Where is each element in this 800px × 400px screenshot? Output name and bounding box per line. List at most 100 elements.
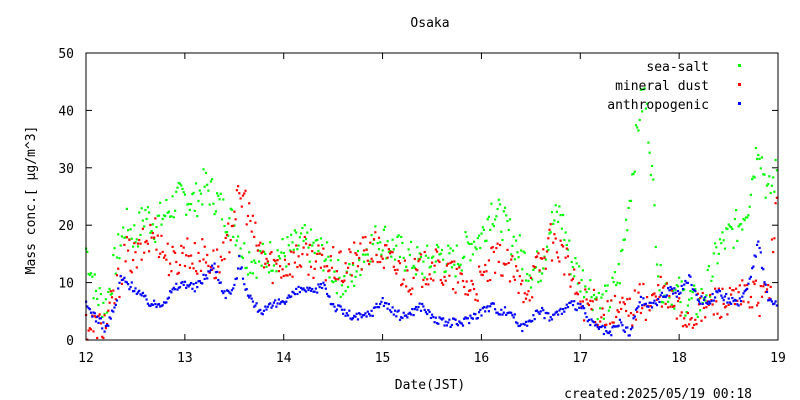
data-point <box>134 287 137 290</box>
data-point <box>751 306 754 309</box>
data-point <box>198 189 201 192</box>
data-point <box>243 242 246 245</box>
data-point <box>445 263 448 266</box>
data-point <box>104 327 107 330</box>
data-point <box>165 258 168 261</box>
data-point <box>115 274 119 277</box>
data-point <box>735 287 738 290</box>
data-point <box>730 302 733 305</box>
data-point <box>730 293 733 296</box>
data-point <box>554 237 557 240</box>
data-point <box>548 232 551 235</box>
data-point <box>557 220 560 223</box>
data-point <box>625 326 628 329</box>
data-point <box>528 319 531 322</box>
data-point <box>450 323 453 327</box>
data-point <box>507 311 510 314</box>
data-point <box>283 302 287 305</box>
data-point <box>217 278 220 282</box>
data-point <box>589 299 592 302</box>
data-point <box>428 266 431 269</box>
data-point <box>520 323 523 326</box>
data-point <box>696 298 699 301</box>
data-point <box>511 255 514 258</box>
data-point <box>748 205 751 208</box>
data-point <box>256 310 259 313</box>
data-point <box>721 296 724 299</box>
data-point <box>397 309 400 312</box>
data-point <box>762 173 765 176</box>
data-point <box>602 313 605 316</box>
data-point <box>207 270 210 273</box>
data-point <box>452 249 455 252</box>
data-point <box>128 288 131 291</box>
data-point <box>706 300 709 303</box>
data-point <box>148 304 151 307</box>
data-point <box>732 246 735 249</box>
data-point <box>439 317 442 320</box>
data-point <box>605 290 608 293</box>
data-point <box>110 309 114 312</box>
data-point <box>309 265 313 268</box>
data-point <box>679 314 682 317</box>
data-point <box>590 296 593 299</box>
data-point <box>559 307 562 310</box>
data-point <box>508 311 512 314</box>
data-point <box>621 324 624 327</box>
data-point <box>144 241 147 244</box>
data-point <box>244 189 247 192</box>
data-point <box>522 322 525 325</box>
data-point <box>463 285 466 289</box>
data-point <box>716 312 719 315</box>
data-point <box>563 238 566 242</box>
data-point <box>135 238 138 241</box>
data-point <box>511 244 514 247</box>
data-point <box>501 238 504 242</box>
data-point <box>579 300 582 303</box>
data-point <box>313 290 316 293</box>
data-point <box>437 322 440 325</box>
data-point <box>678 297 681 300</box>
data-point <box>245 223 248 226</box>
data-point <box>652 301 655 305</box>
data-point <box>704 299 707 302</box>
data-point <box>349 273 352 276</box>
data-point <box>125 281 128 284</box>
data-point <box>118 257 121 260</box>
data-point <box>343 275 346 278</box>
data-point <box>161 304 164 307</box>
data-point <box>422 260 425 263</box>
data-point <box>690 317 693 320</box>
data-point <box>408 311 411 314</box>
data-point <box>130 237 133 240</box>
data-point <box>711 292 714 296</box>
data-point <box>396 235 399 238</box>
data-point <box>627 314 630 317</box>
data-point <box>140 258 143 261</box>
data-point <box>620 307 623 311</box>
data-point <box>196 215 199 218</box>
data-point <box>175 190 178 193</box>
data-point <box>351 263 355 266</box>
data-point <box>253 305 256 308</box>
data-point <box>680 311 683 314</box>
data-point <box>702 298 706 301</box>
data-point <box>526 324 529 327</box>
data-point <box>174 251 177 254</box>
data-point <box>534 309 537 313</box>
data-point <box>502 311 505 314</box>
data-point <box>595 323 598 326</box>
data-point <box>696 292 699 295</box>
data-point <box>473 312 476 315</box>
data-point <box>98 313 101 316</box>
data-point <box>654 295 657 298</box>
data-point <box>93 312 96 315</box>
data-point <box>544 267 547 270</box>
data-point <box>450 260 453 263</box>
data-point <box>596 318 599 321</box>
data-point <box>316 291 319 294</box>
data-point <box>401 316 404 320</box>
data-point <box>662 286 665 289</box>
data-point <box>178 182 182 185</box>
